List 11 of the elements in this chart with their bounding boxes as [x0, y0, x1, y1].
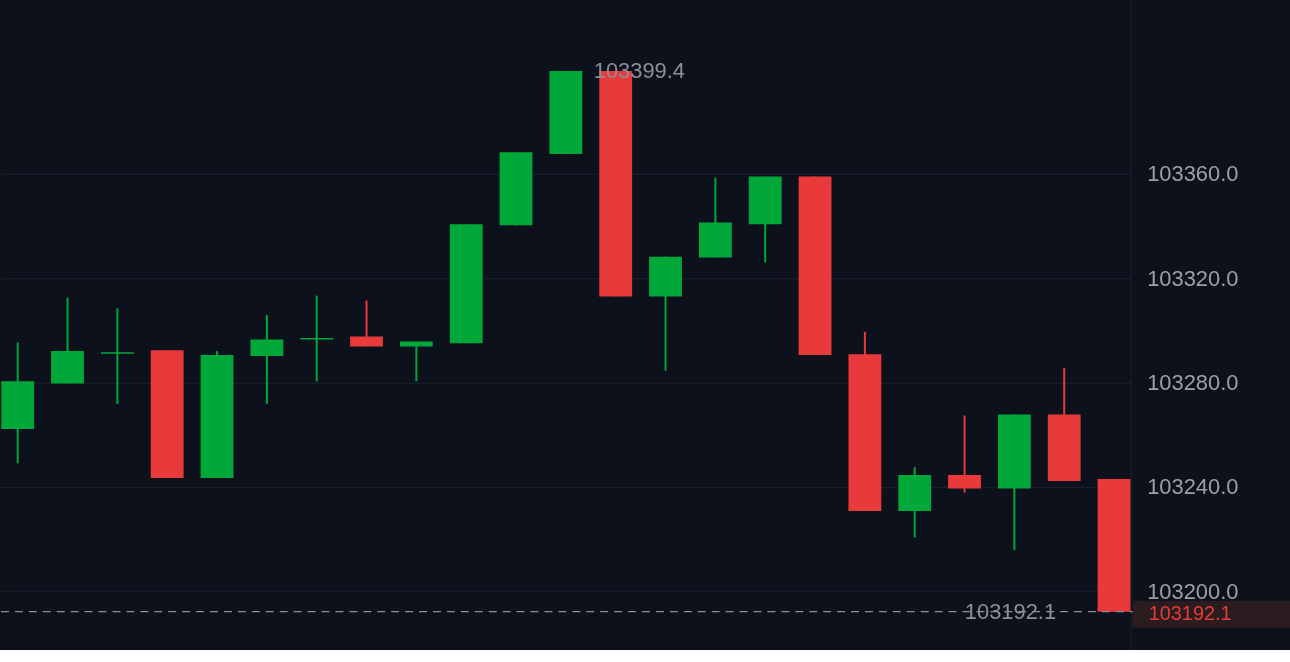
y-tick-label: 103320.0 — [1147, 265, 1239, 291]
y-tick-label: 103200.0 — [1147, 578, 1239, 604]
candlestick — [300, 294, 334, 383]
text: 103192.1 — [1148, 601, 1232, 624]
candlestick — [100, 307, 134, 405]
y-tick-label: 103280.0 — [1147, 369, 1239, 395]
candlestick — [399, 340, 433, 383]
y-tick-label: 103360.0 — [1147, 161, 1239, 187]
ref-line-label: 103192.1 — [964, 598, 1057, 624]
y-tick-label: 103240.0 — [1147, 474, 1239, 500]
annotation: 103399.4 — [593, 57, 685, 83]
